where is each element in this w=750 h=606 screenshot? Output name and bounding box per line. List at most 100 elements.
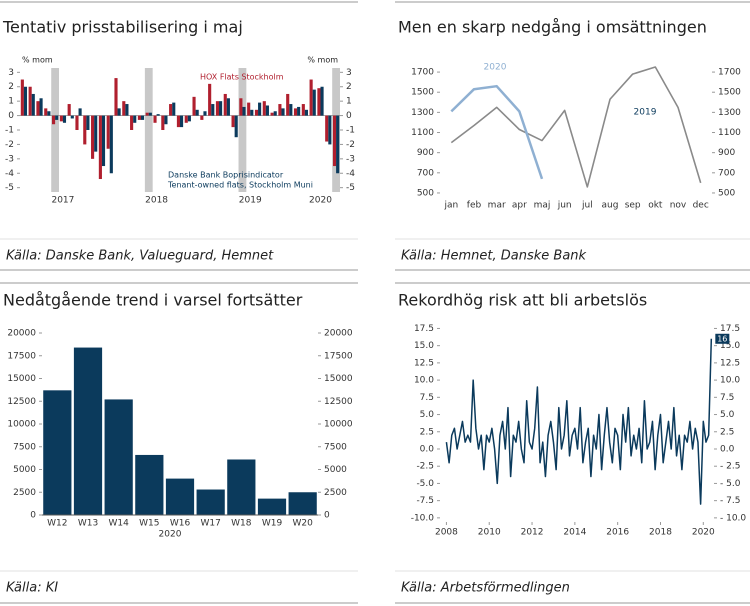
bar [203,111,207,116]
x-tick-label: W13 [78,519,98,529]
x-tick-label: sep [625,201,641,211]
y2-tick-label: 17500 [324,351,353,361]
y-tick-label: 0 [30,511,36,521]
x-tick-label: 2019 [239,196,262,206]
bar [94,115,98,152]
bar [148,112,152,116]
y-tick-label: 7500 [13,442,36,452]
x-tick-label: 2010 [478,528,501,538]
y-tick-label: 1700 [411,68,434,78]
legend-note: Tenant-owned flats, Stockholm Muni [167,181,313,190]
value-label: 16 [717,334,727,343]
y2-tick-label: 1 [346,97,352,107]
y-tick-label: 2500 [13,488,36,498]
x-tick-label: W17 [200,519,220,529]
bar [83,115,87,145]
bar [28,86,32,116]
bar [117,108,121,116]
bar [172,102,176,116]
y2-tick-label: 700 [718,168,735,178]
x-tick-label: W18 [231,519,252,529]
y2-tick-label: 7.5 [720,393,734,403]
series-label: 2019 [634,108,657,118]
bar [309,79,313,116]
bar [145,112,149,116]
y2-tick-label: - 5.0 [720,479,741,489]
bar [137,115,141,120]
chart-title: Nedåtgående trend i varsel fortsätter [3,291,303,310]
bar [289,104,293,116]
y2-tick-label: -3 [346,154,355,164]
y2-tick-label: 2500 [324,488,347,498]
y-tick-label: 10000 [7,420,36,430]
bar [43,390,72,515]
y-tick-label: 2 [8,82,14,92]
bar [320,86,324,116]
bar [133,115,137,123]
x-tick-label: W16 [170,519,191,529]
y2-tick-label: 1500 [718,88,741,98]
bar [262,101,266,116]
x-axis-label: 2020 [159,530,182,540]
bar [270,112,274,116]
bar [62,115,67,123]
x-tick-label: nov [670,201,687,211]
line [450,84,544,180]
x-tick-label: apr [512,201,527,211]
bar [73,347,103,515]
x-tick-label: W14 [108,519,129,529]
y-tick-label: 5000 [13,465,36,475]
y-tick-label: 17500 [7,351,36,361]
bar [52,115,56,125]
bar [91,115,95,159]
y-tick-label: -5 [5,183,14,193]
y2-tick-label: 0 [346,111,352,121]
y2-tick-label: -2 [346,140,355,150]
x-tick-label: jan [443,201,458,211]
bar [293,108,298,116]
y-tick-label: 15.0 [414,341,434,351]
source: Källa: Danske Bank, Valueguard, Hemnet [6,249,274,264]
bar [304,109,308,116]
y2-tick-label: 20000 [324,329,353,339]
y-tick-label: 3 [8,68,14,78]
shade [238,68,247,192]
bar [169,104,173,116]
bar [257,498,287,515]
bar [44,108,48,116]
bar [55,115,59,120]
bar [130,115,134,130]
bar [239,98,243,116]
bar [336,115,340,174]
bar [164,115,168,125]
y-tick-label: -4 [5,169,14,179]
bar [70,115,74,119]
y-axis-label: % mom [22,56,53,65]
y-tick-label: 0.0 [420,444,435,454]
y-tick-label: 7.5 [420,393,434,403]
y2-axis-label: % mom [307,56,338,65]
bar [332,115,337,167]
bar [114,78,118,116]
line [445,338,713,505]
y-tick-label: -7.5 [416,496,434,506]
bar [39,98,43,116]
bar [140,115,145,120]
y-tick-label: -2.5 [416,462,434,472]
bar [161,115,165,130]
bar [286,93,290,116]
bar [78,108,82,116]
y2-tick-label: 1300 [718,108,741,118]
value-tag [715,333,730,344]
x-tick-label: jun [557,201,572,211]
bar [208,83,212,116]
y-tick-label: 1100 [411,128,434,138]
series-label: 2020 [484,63,507,73]
bar [247,102,251,116]
bar [317,88,321,116]
legend-entry: HOX Flats Stockholm [200,73,284,82]
y-tick-label: 2.5 [420,427,434,437]
bar [75,115,79,130]
y-tick-label: 1300 [411,108,434,118]
